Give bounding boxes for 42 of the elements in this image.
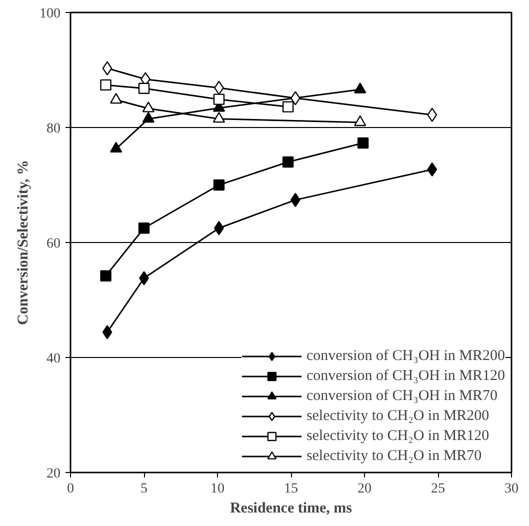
point	[102, 325, 112, 340]
legend-label: conversion of CH₃OH in MR70	[306, 387, 498, 405]
x-tick-label: 15	[284, 482, 298, 496]
point	[282, 156, 294, 168]
point	[142, 102, 155, 112]
point	[102, 61, 112, 76]
legend-label: selectivity to CH₂O in MR200	[306, 407, 490, 425]
point	[213, 94, 225, 105]
legend-label: selectivity to CH₂O in MR120	[306, 427, 490, 445]
x-tick-label: 25	[431, 482, 445, 496]
point	[138, 82, 150, 94]
point	[282, 101, 294, 112]
point	[110, 142, 122, 153]
y-tick-label: 20	[46, 466, 60, 482]
point	[100, 79, 112, 91]
point	[213, 179, 225, 191]
y-tick-label: 60	[46, 236, 60, 252]
y-axis-title: Conversion/Selectivity, %	[16, 160, 32, 325]
x-axis-title: Residence time, ms	[230, 500, 352, 516]
point	[100, 270, 112, 282]
y-tick-label: 40	[46, 352, 60, 366]
x-tick-label: 10	[210, 482, 224, 496]
x-tick-label: 20	[358, 482, 372, 496]
point	[212, 112, 226, 123]
point	[138, 222, 150, 234]
legend-label: conversion of CH₃OH in MR120	[306, 367, 505, 385]
point	[354, 115, 366, 126]
point	[110, 92, 122, 104]
legend-label: conversion of CH₃OH in MR200	[306, 347, 505, 365]
point	[290, 192, 300, 208]
point	[354, 82, 366, 94]
x-tick-label: 0	[67, 482, 74, 496]
point	[357, 137, 369, 149]
x-tick-label: 30	[504, 482, 518, 496]
point	[427, 162, 438, 177]
point	[142, 112, 155, 123]
point	[427, 108, 438, 122]
legend-label: selectivity to CH₂O in MR70	[306, 447, 482, 465]
y-tick-label: 100	[40, 6, 60, 22]
point	[290, 91, 300, 106]
y-tick-label: 80	[46, 122, 60, 136]
x-tick-label: 5	[140, 482, 148, 496]
